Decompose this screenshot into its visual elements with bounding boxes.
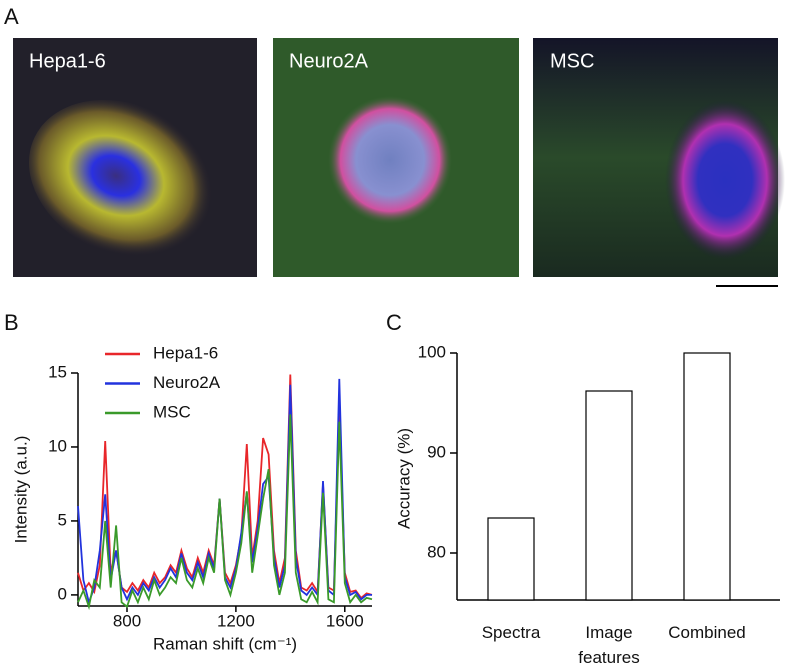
- x-tick-label: Image features: [578, 623, 640, 667]
- y-tick-label: 100: [418, 342, 446, 361]
- x-tick-label: 1600: [326, 611, 364, 630]
- cell: [328, 96, 452, 224]
- spectrum-line: [77, 414, 373, 611]
- cell: [665, 100, 785, 260]
- y-tick-label: 0: [58, 584, 67, 603]
- x-tick-label: 1200: [217, 611, 255, 630]
- y-tick-label: 90: [427, 442, 446, 461]
- image-label: Hepa1-6: [29, 50, 106, 72]
- legend-label: Hepa1-6: [153, 343, 218, 362]
- y-axis-label: Intensity (a.u.): [11, 436, 30, 544]
- cell: [28, 99, 222, 261]
- x-axis-label: Raman shift (cm⁻¹): [153, 634, 297, 653]
- panel-letter: A: [4, 4, 19, 29]
- panel-letter: B: [4, 310, 19, 335]
- y-tick-label: 10: [48, 436, 67, 455]
- x-tick-label: 800: [113, 611, 141, 630]
- y-tick-label: 80: [427, 542, 446, 561]
- bar: [683, 352, 731, 601]
- bar: [585, 390, 633, 601]
- panel-letter: C: [386, 310, 402, 335]
- y-tick-label: 15: [48, 362, 67, 381]
- x-tick-label: Combined: [668, 623, 746, 642]
- y-axis-label: Accuracy (%): [394, 428, 413, 529]
- x-tick-label: Spectra: [481, 623, 541, 642]
- image-label: MSC: [550, 50, 594, 72]
- y-tick-label: 5: [58, 510, 67, 529]
- legend-label: MSC: [153, 402, 191, 421]
- legend-label: Neuro2A: [153, 373, 221, 392]
- image-label: Neuro2A: [289, 50, 369, 72]
- bar: [487, 517, 535, 601]
